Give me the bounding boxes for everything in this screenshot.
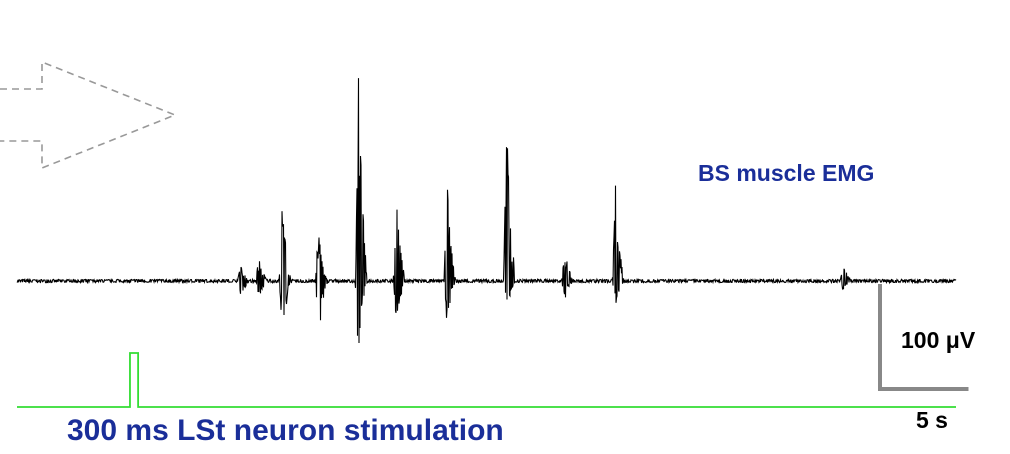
time-scale-label: 5 s <box>916 407 948 433</box>
stimulation-label: 300 ms LSt neuron stimulation <box>67 414 504 447</box>
stimulus-trace-line <box>17 352 956 408</box>
arrow-outline-icon <box>0 60 178 170</box>
emg-trace-label: BS muscle EMG <box>698 160 875 186</box>
amplitude-scale-label: 100 μV <box>901 327 976 353</box>
emg-trace-line <box>16 78 957 344</box>
